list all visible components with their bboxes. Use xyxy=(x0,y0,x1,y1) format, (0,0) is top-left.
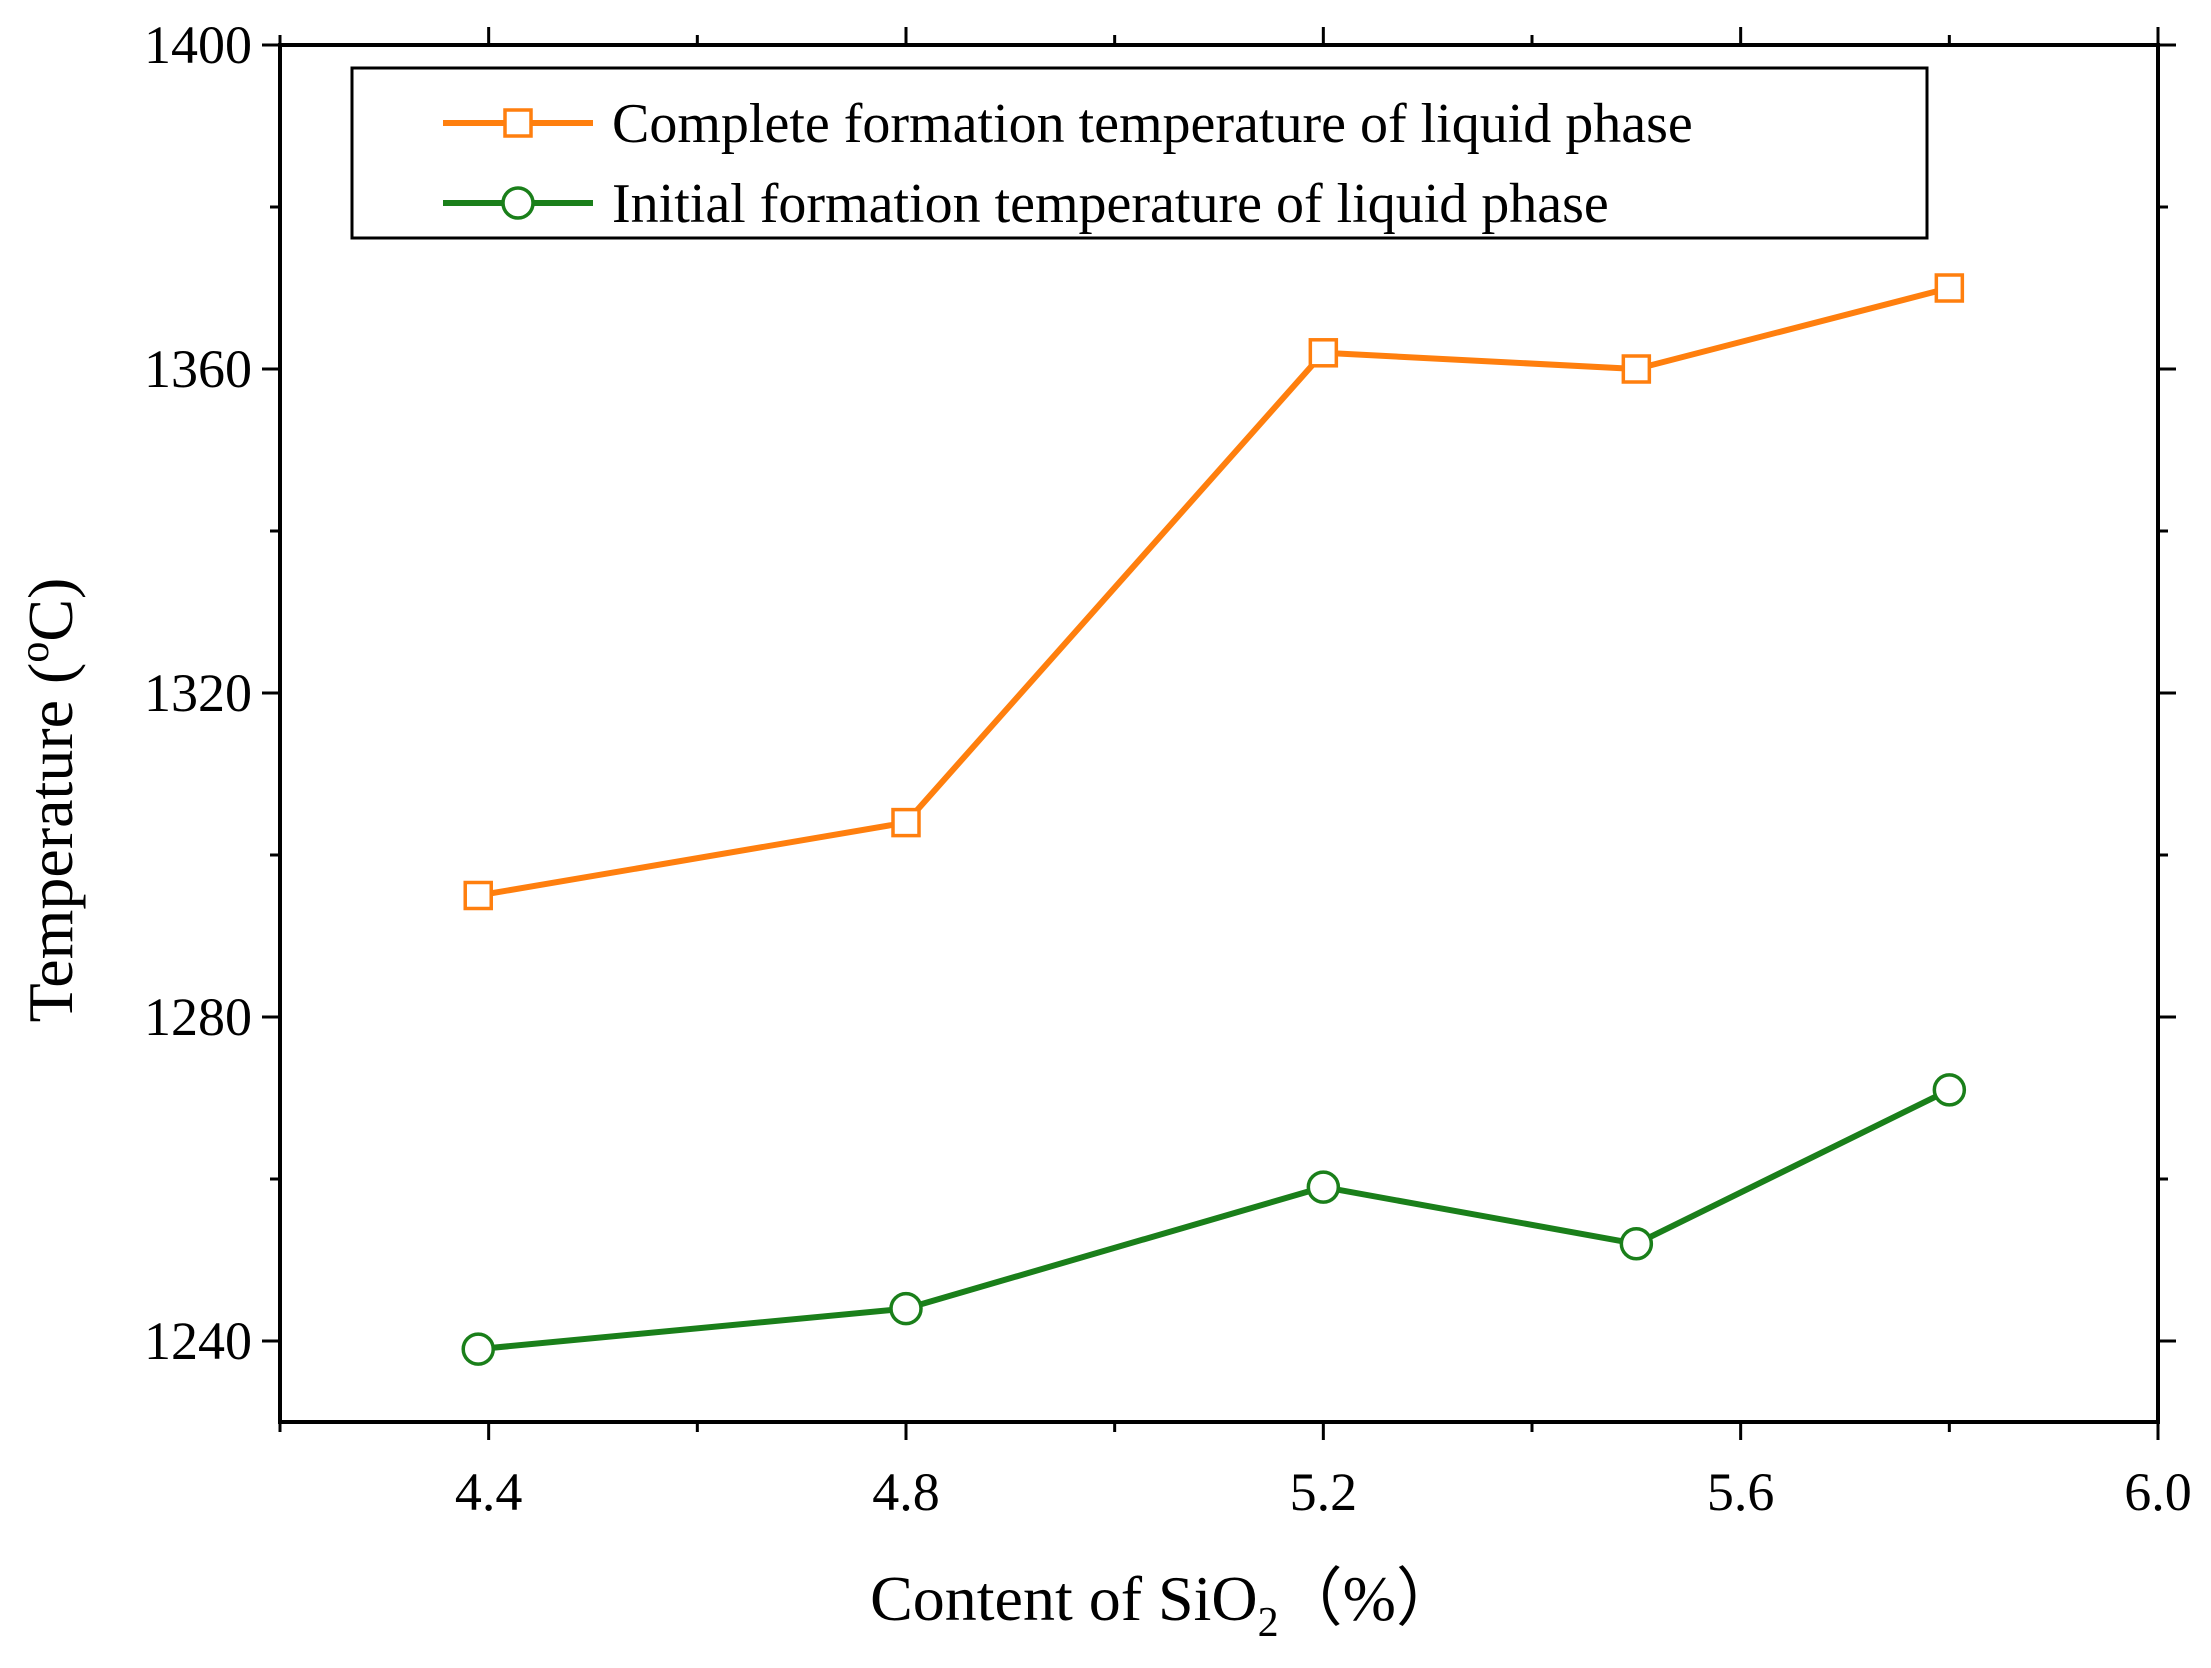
legend-item: Complete formation temperature of liquid… xyxy=(443,93,1693,155)
data-point xyxy=(1308,338,1339,368)
x-tick-label: 5.6 xyxy=(1707,1462,1775,1522)
series-layer xyxy=(461,273,1967,1366)
y-tick-label: 1360 xyxy=(144,339,252,399)
data-point xyxy=(889,1291,923,1326)
data-point xyxy=(1934,273,1965,303)
data-point xyxy=(1621,354,1652,384)
y-tick-label: 1280 xyxy=(144,987,252,1047)
legend-swatch-marker xyxy=(503,108,533,138)
data-point xyxy=(1619,1227,1654,1261)
legend-swatch-marker xyxy=(501,186,535,220)
legend-label: Complete formation temperature of liquid… xyxy=(612,93,1693,155)
plot-frame xyxy=(278,43,2160,1424)
series-line xyxy=(477,285,1951,899)
y-tick-label: 1320 xyxy=(144,663,252,723)
x-tick-label: 6.0 xyxy=(2124,1462,2192,1522)
axis-ticks: 4.4 4.8 5.2 5.6 6.0 1240 1280 1320 1360 1400 xyxy=(144,15,2192,1522)
data-point xyxy=(1932,1073,1967,1107)
data-point xyxy=(1306,1170,1341,1204)
legend-box xyxy=(350,66,1929,240)
legend: Complete formation temperature of liquid… xyxy=(350,66,1929,240)
y-tick-label: 1400 xyxy=(144,15,252,75)
axes-frame xyxy=(278,43,2160,1424)
x-tick-label: 4.4 xyxy=(455,1462,523,1522)
y-axis-title: Temperature (oC) xyxy=(12,578,86,1023)
y-tick-label: 1240 xyxy=(144,1311,252,1371)
data-point xyxy=(463,880,493,911)
x-tick-label: 4.8 xyxy=(872,1462,940,1522)
legend-label: Initial formation temperature of liquid … xyxy=(612,173,1609,235)
data-point xyxy=(891,807,921,838)
series-initial-formation xyxy=(461,1073,1967,1366)
legend-item: Initial formation temperature of liquid … xyxy=(443,173,1609,235)
x-axis-title: Content of SiO2（%） xyxy=(870,1563,1460,1646)
data-point xyxy=(461,1332,495,1366)
series-line xyxy=(477,1087,1951,1353)
series-complete-formation xyxy=(463,273,1965,911)
x-tick-label: 5.2 xyxy=(1290,1462,1358,1522)
